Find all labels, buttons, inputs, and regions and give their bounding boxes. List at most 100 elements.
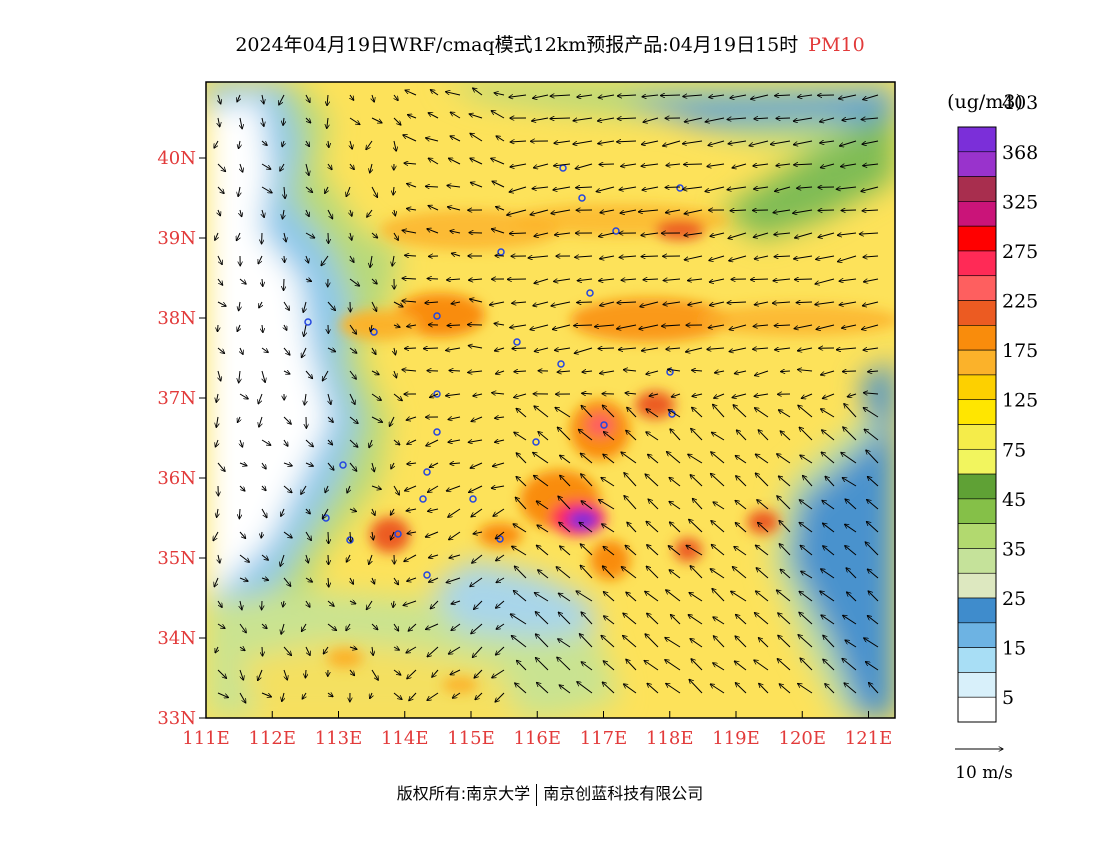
wind-arrow — [580, 565, 593, 579]
wind-arrow — [280, 163, 285, 171]
wind-arrow — [512, 302, 527, 303]
wind-arrow — [557, 371, 571, 372]
wind-arrow — [754, 660, 769, 671]
wind-arrow — [617, 141, 637, 142]
wind-arrow — [775, 95, 791, 96]
wind-arrow — [576, 591, 593, 602]
wind-arrow — [283, 416, 291, 424]
lon-tick-label: 112E — [249, 728, 297, 749]
wind-arrow — [471, 508, 483, 517]
wind-arrow — [407, 184, 417, 188]
wind-arrow — [451, 253, 461, 256]
wind-arrow — [665, 210, 681, 213]
wind-arrow — [861, 118, 879, 120]
wind-arrow — [428, 555, 439, 558]
wind-arrow — [236, 232, 240, 241]
wind-arrow — [623, 684, 637, 694]
legend-label: 368 — [1002, 142, 1038, 164]
wind-arrow — [822, 393, 835, 399]
wind-arrow — [847, 394, 857, 397]
wind-arrow — [516, 453, 527, 464]
wind-arrow — [447, 185, 461, 187]
wind-arrow — [844, 683, 857, 694]
wind-arrow — [863, 278, 879, 282]
wind-arrow — [516, 477, 527, 487]
wind-arrow — [402, 278, 417, 279]
wind-arrow — [756, 568, 769, 579]
wind-arrow — [710, 569, 725, 579]
legend-label: 15 — [1002, 638, 1026, 660]
wind-arrow — [533, 94, 549, 98]
wind-arrow — [648, 499, 659, 510]
wind-arrow — [862, 140, 879, 144]
wind-arrow — [449, 555, 461, 558]
wind-arrow — [603, 592, 615, 602]
wind-arrow — [660, 95, 681, 96]
wind-arrow — [796, 302, 813, 303]
wind-arrow — [800, 658, 813, 671]
wind-arrow — [472, 554, 483, 563]
wind-arrow — [495, 371, 505, 374]
wind-arrow — [214, 577, 219, 587]
wind-arrow — [729, 324, 747, 330]
wind-arrow — [262, 94, 264, 104]
wind-arrow — [491, 111, 505, 119]
wind-arrow — [714, 393, 725, 398]
wind-arrow — [391, 531, 394, 540]
wind-arrow — [727, 186, 747, 190]
wind-arrow — [573, 117, 593, 121]
copyright-footer: 版权所有:南京大学 南京创蓝科技有限公司 — [0, 780, 1100, 806]
wind-arrow — [468, 371, 483, 373]
wind-arrow — [713, 636, 725, 648]
wind-arrow — [603, 546, 615, 556]
wind-arrow — [304, 324, 306, 336]
wind-arrow — [327, 623, 337, 630]
wind-arrow — [423, 348, 439, 349]
wind-arrow — [469, 114, 483, 119]
wind-arrow — [328, 140, 329, 148]
wind-arrow — [494, 93, 505, 95]
legend-swatch — [957, 424, 997, 450]
lat-tick-label: 33N — [157, 708, 196, 729]
wind-arrow — [797, 347, 813, 351]
wind-arrow — [450, 231, 461, 233]
wind-arrow — [305, 463, 313, 466]
wind-arrow — [861, 186, 879, 191]
wind-arrow — [617, 95, 637, 96]
wind-arrow — [596, 186, 615, 192]
wind-arrow — [407, 115, 417, 118]
wind-arrow — [682, 140, 703, 144]
wind-arrow — [666, 590, 681, 602]
wind-arrow — [867, 476, 879, 487]
wind-arrow — [370, 163, 372, 173]
wind-arrow — [283, 463, 292, 466]
wind-arrow — [217, 163, 226, 172]
wind-arrow — [735, 614, 747, 625]
wind-arrow — [865, 542, 879, 556]
wind-arrow — [581, 501, 593, 510]
wind-arrow — [536, 501, 549, 510]
wind-arrow — [602, 566, 615, 579]
wind-arrow — [534, 593, 549, 602]
wind-arrow — [393, 623, 399, 631]
wind-arrow — [818, 232, 835, 237]
wind-arrow — [217, 324, 218, 332]
wind-arrow — [371, 486, 381, 489]
legend-swatch — [957, 498, 997, 524]
lat-tick-label: 39N — [157, 228, 196, 249]
wind-arrow — [688, 454, 703, 464]
wind-arrow — [473, 88, 483, 96]
wind-arrow — [213, 531, 219, 541]
wind-arrow — [577, 302, 593, 303]
wind-arrow — [687, 279, 703, 281]
wind-arrow — [821, 370, 835, 375]
wind-arrow — [407, 463, 417, 464]
wind-arrow — [216, 416, 218, 427]
wind-arrow — [407, 669, 417, 679]
wind-arrow — [261, 554, 268, 560]
wind-arrow — [770, 140, 791, 144]
wind-arrow — [496, 577, 505, 583]
wind-arrow — [408, 623, 417, 631]
wind-arrow — [534, 347, 549, 351]
wind-arrow — [303, 301, 306, 312]
